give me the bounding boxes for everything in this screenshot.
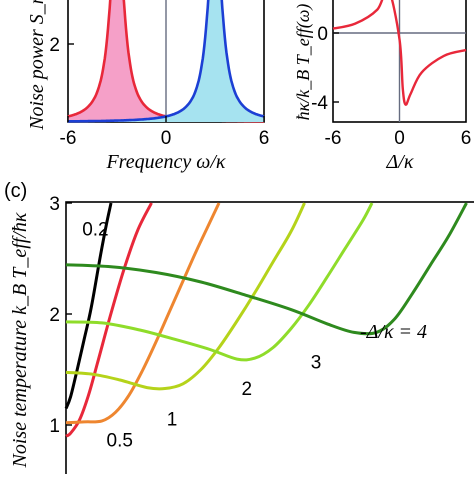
panel-c-annotation: -Δ/κ = 4	[360, 321, 427, 343]
panel-a-xtick: -6	[60, 128, 77, 149]
panel-c-frame	[65, 201, 474, 479]
panel-c-ytick: 3	[49, 194, 60, 215]
panel-b-xlabel: Δ/κ	[386, 151, 414, 173]
panel-b-ylabel: ħκ/k_B T_eff(ω)	[293, 4, 314, 121]
panel-c-curve-label: 0.5	[107, 431, 133, 452]
panel-c-curve-3	[65, 202, 374, 362]
panel-c: (c) 3 2 1 Noise temperature k_B T_eff/ħκ…	[4, 180, 474, 479]
panel-a-xtick: 0	[161, 128, 172, 149]
panel-c-ytick: 1	[49, 416, 60, 437]
panel-c-curve-4	[65, 202, 468, 336]
panel-a-xlabel: Frequency ω/κ	[105, 151, 225, 173]
panel-b-xtick: 6	[461, 128, 472, 149]
panel-c-ylabel: Noise temperature k_B T_eff/ħκ	[9, 212, 31, 468]
panel-a-xtick: 6	[259, 128, 270, 149]
panel-c-curve-2	[65, 202, 306, 391]
panel-b: 0 -4 -6 0 6 Δ/κ ħκ/k_B T_eff(ω)	[293, 0, 471, 173]
panel-c-tag: (c)	[4, 180, 27, 202]
panel-c-curve-0.2	[64, 202, 113, 410]
panel-c-curve-1	[65, 202, 221, 425]
panel-a-ylabel: Noise power S_n	[26, 0, 48, 131]
panel-a: 2 -6 0 6 Frequency ω/κ Noise power S_n	[26, 0, 269, 173]
panel-b-series-line	[332, 0, 467, 106]
panel-c-curve-label: 3	[311, 353, 322, 374]
panel-b-ytick: -4	[311, 93, 328, 114]
panel-b-ytick: 0	[317, 24, 328, 45]
panel-c-curve-label: 1	[167, 410, 178, 431]
panel-c-curve-label: 2	[242, 379, 253, 400]
panel-b-series	[332, 0, 467, 106]
panel-c-curve-labels: 0.2 0.5 1 2 3	[82, 219, 321, 451]
panel-a-ytick: 2	[49, 35, 60, 56]
panel-a-series-1-fill	[68, 0, 264, 122]
panel-c-series	[64, 202, 468, 438]
panel-b-xtick: -6	[325, 128, 342, 149]
panel-c-curve-0.5	[65, 202, 153, 438]
panel-b-xtick: 0	[394, 128, 405, 149]
panel-c-ytick: 2	[49, 305, 60, 326]
panel-a-series-2-fill	[68, 0, 264, 122]
panel-c-curve-label: 0.2	[82, 219, 108, 240]
